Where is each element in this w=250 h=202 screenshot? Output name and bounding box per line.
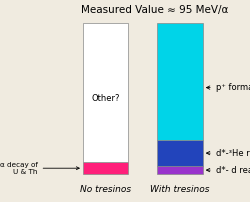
Bar bbox=[83, 23, 128, 162]
Text: No tresinos: No tresinos bbox=[80, 185, 131, 194]
Text: p⁺ formation: p⁺ formation bbox=[206, 83, 250, 92]
Text: With tresinos: With tresinos bbox=[150, 185, 210, 194]
Bar bbox=[83, 162, 128, 174]
Bar bbox=[158, 23, 203, 140]
Bar bbox=[158, 140, 203, 166]
Text: Other?: Other? bbox=[91, 94, 120, 103]
Title: Measured Value ≈ 95 MeV/α: Measured Value ≈ 95 MeV/α bbox=[81, 5, 229, 15]
Bar bbox=[158, 166, 203, 174]
Text: d*-³He reaction: d*-³He reaction bbox=[206, 149, 250, 158]
Text: d*- d reaction: d*- d reaction bbox=[206, 166, 250, 175]
Text: α decay of
U & Th: α decay of U & Th bbox=[0, 162, 79, 175]
